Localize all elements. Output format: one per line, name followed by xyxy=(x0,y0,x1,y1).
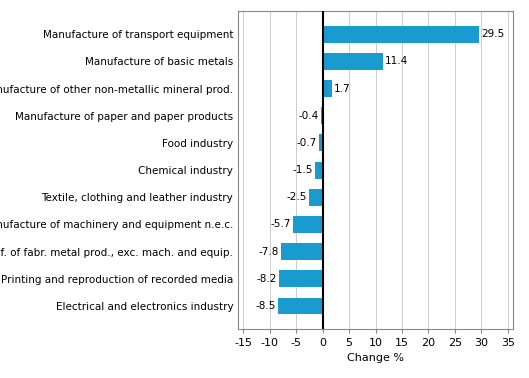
Text: -8.2: -8.2 xyxy=(257,274,277,284)
Text: -0.4: -0.4 xyxy=(298,111,318,121)
X-axis label: Change %: Change % xyxy=(347,353,404,363)
Bar xyxy=(279,270,323,287)
Text: 1.7: 1.7 xyxy=(334,84,350,94)
Text: 11.4: 11.4 xyxy=(385,56,408,67)
Bar xyxy=(319,135,323,151)
Bar xyxy=(321,107,323,124)
Text: -1.5: -1.5 xyxy=(292,165,313,175)
Text: -7.8: -7.8 xyxy=(259,246,279,257)
Text: 29.5: 29.5 xyxy=(481,29,504,39)
Text: -5.7: -5.7 xyxy=(270,220,290,229)
Bar xyxy=(293,216,323,233)
Text: -8.5: -8.5 xyxy=(255,301,276,311)
Bar xyxy=(278,297,323,314)
Bar xyxy=(323,53,383,70)
Bar xyxy=(315,162,323,178)
Bar xyxy=(323,80,332,97)
Bar xyxy=(309,189,323,206)
Bar xyxy=(281,243,323,260)
Bar xyxy=(323,26,479,43)
Text: -0.7: -0.7 xyxy=(297,138,317,148)
Text: -2.5: -2.5 xyxy=(287,192,307,202)
